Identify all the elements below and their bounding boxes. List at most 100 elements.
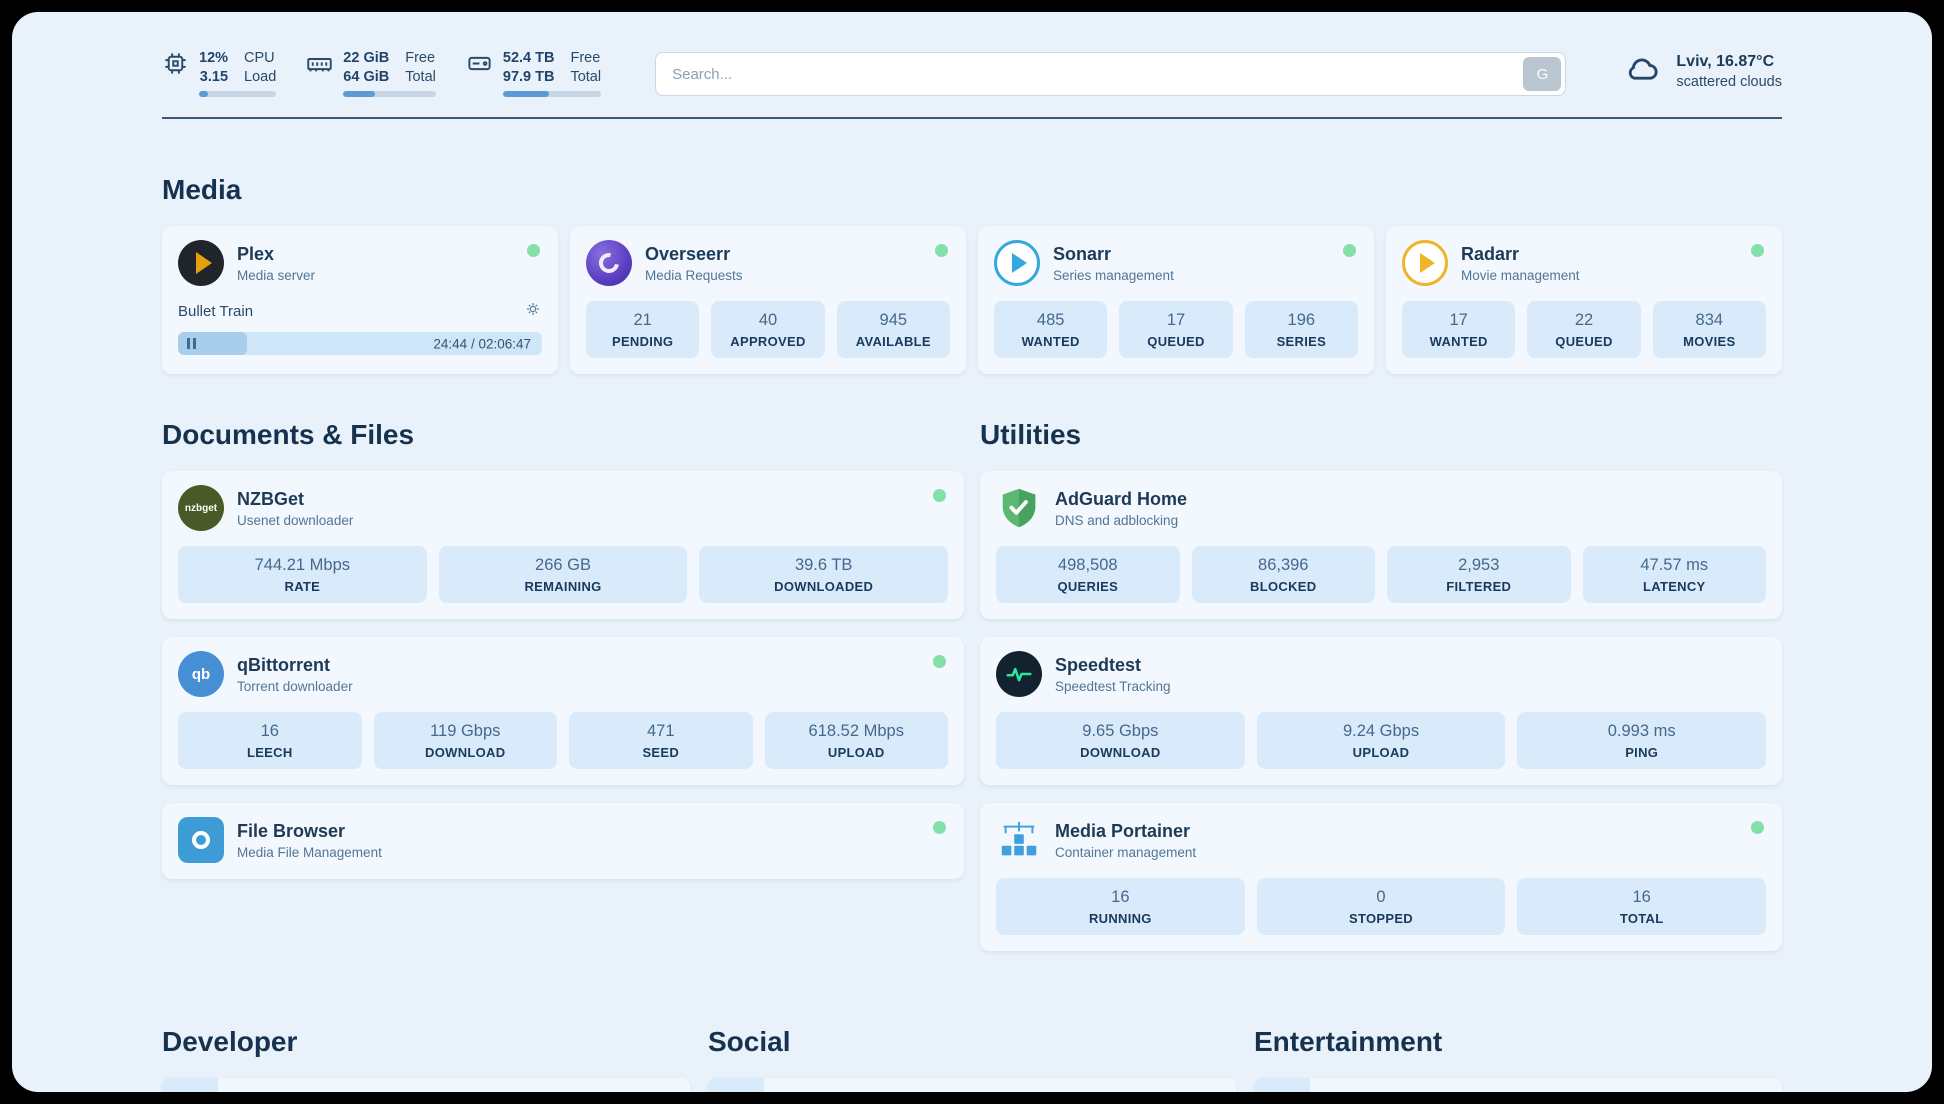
radarr-icon bbox=[1402, 240, 1448, 286]
stat-series: 196 SERIES bbox=[1244, 301, 1358, 358]
overseerr-link[interactable]: Overseerr Media Requests bbox=[586, 240, 950, 286]
qbittorrent-status-dot bbox=[933, 655, 946, 668]
speedtest-icon bbox=[996, 651, 1042, 697]
filebrowser-link[interactable]: File Browser Media File Management bbox=[178, 817, 948, 863]
stat-rate: 744.21 Mbps RATE bbox=[178, 546, 427, 603]
radarr-status-dot bbox=[1751, 244, 1764, 257]
qbittorrent-card: qb qBittorrent Torrent downloader 16 LEE… bbox=[162, 637, 964, 785]
overseerr-status-dot bbox=[935, 244, 948, 257]
portainer-name: Media Portainer bbox=[1055, 820, 1191, 841]
disk-widget: 52.4 TB 97.9 TB Free Total bbox=[466, 50, 602, 97]
nzbget-icon: nzbget bbox=[178, 485, 224, 531]
nzbget-name: NZBGet bbox=[237, 488, 304, 509]
overseerr-name: Overseerr bbox=[645, 243, 731, 264]
adguard-name: AdGuard Home bbox=[1055, 488, 1188, 509]
pause-icon bbox=[187, 338, 190, 349]
adguard-icon bbox=[996, 485, 1042, 531]
portainer-status-dot bbox=[1751, 821, 1764, 834]
section-media: Media Plex Media server Bullet Train bbox=[162, 174, 1782, 374]
bookmark-linkedin[interactable]: LI LinkedIn linkedin.com bbox=[708, 1078, 1236, 1092]
cpu-widget: 12% 3.15 CPU Load bbox=[162, 50, 277, 97]
speedtest-name: Speedtest bbox=[1055, 654, 1142, 675]
header-divider bbox=[162, 117, 1782, 119]
filebrowser-subtitle: Media File Management bbox=[237, 844, 382, 860]
stat-wanted: 17 WANTED bbox=[1402, 301, 1516, 358]
gear-icon[interactable] bbox=[524, 300, 542, 323]
cpu-label: CPU bbox=[244, 50, 275, 66]
media-section-title: Media bbox=[162, 174, 242, 205]
playback-time: 24:44 / 02:06:47 bbox=[433, 336, 531, 351]
plex-card: Plex Media server Bullet Train 24:44 / 0 bbox=[162, 226, 558, 374]
radarr-card: Radarr Movie management 17 WANTED 22 QUE… bbox=[1386, 226, 1782, 374]
stat-movies: 834 MOVIES bbox=[1652, 301, 1766, 358]
speedtest-subtitle: Speedtest Tracking bbox=[1055, 678, 1171, 694]
speedtest-link[interactable]: Speedtest Speedtest Tracking bbox=[996, 651, 1766, 697]
search-input[interactable] bbox=[655, 52, 1567, 96]
plex-icon bbox=[178, 240, 224, 286]
playback-progress-bar[interactable]: 24:44 / 02:06:47 bbox=[178, 332, 542, 355]
bookmark-url: youtube.com bbox=[1685, 1078, 1782, 1092]
stat-seed: 471 SEED bbox=[569, 712, 753, 769]
social-section-title: Social bbox=[708, 1026, 791, 1057]
adguard-link[interactable]: AdGuard Home DNS and adblocking bbox=[996, 485, 1766, 531]
utilities-section-title: Utilities bbox=[980, 419, 1082, 450]
qbittorrent-icon: qb bbox=[178, 651, 224, 697]
memory-icon bbox=[306, 50, 333, 82]
disk-icon bbox=[466, 50, 493, 82]
filebrowser-card: File Browser Media File Management bbox=[162, 803, 964, 879]
plex-name: Plex bbox=[237, 243, 275, 264]
adguard-subtitle: DNS and adblocking bbox=[1055, 512, 1179, 528]
sonarr-icon bbox=[994, 240, 1040, 286]
plex-status-dot bbox=[527, 244, 540, 257]
stat-download: 9.65 Gbps DOWNLOAD bbox=[996, 712, 1245, 769]
bookmark-abbr: GH bbox=[162, 1078, 218, 1092]
stat-approved: 40 APPROVED bbox=[711, 301, 825, 358]
sonarr-card: Sonarr Series management 485 WANTED 17 Q… bbox=[978, 226, 1374, 374]
weather-widget[interactable]: Lviv, 16.87°C scattered clouds bbox=[1620, 52, 1782, 91]
bookmark-url: linkedin.com bbox=[1141, 1078, 1236, 1092]
stat-queued: 22 QUEUED bbox=[1527, 301, 1641, 358]
bookmarks-entertainment: Entertainment YT YouTube youtube.com NF … bbox=[1254, 1026, 1782, 1092]
stat-ping: 0.993 ms PING bbox=[1517, 712, 1767, 769]
bookmark-name: LinkedIn bbox=[764, 1078, 1141, 1092]
filebrowser-icon bbox=[178, 817, 224, 863]
cpu-icon bbox=[162, 50, 189, 82]
sonarr-link[interactable]: Sonarr Series management bbox=[994, 240, 1358, 286]
playback-progress-fill bbox=[178, 332, 248, 355]
memory-free-label: Free bbox=[405, 50, 436, 66]
search-provider-button[interactable]: G bbox=[1523, 57, 1562, 91]
cpu-progress-fill bbox=[199, 91, 209, 97]
disk-free-label: Free bbox=[570, 50, 601, 66]
nzbget-link[interactable]: nzbget NZBGet Usenet downloader bbox=[178, 485, 948, 531]
adguard-card: AdGuard Home DNS and adblocking 498,508 … bbox=[980, 471, 1782, 619]
bookmark-youtube[interactable]: YT YouTube youtube.com bbox=[1254, 1078, 1782, 1092]
search: G bbox=[655, 52, 1567, 96]
qbittorrent-link[interactable]: qb qBittorrent Torrent downloader bbox=[178, 651, 948, 697]
nzbget-subtitle: Usenet downloader bbox=[237, 512, 354, 528]
memory-total-label: Total bbox=[405, 69, 436, 85]
bookmark-abbr: LI bbox=[708, 1078, 764, 1092]
stat-upload: 618.52 Mbps UPLOAD bbox=[764, 712, 948, 769]
stat-filtered: 2,953 FILTERED bbox=[1387, 546, 1571, 603]
qbittorrent-subtitle: Torrent downloader bbox=[237, 678, 353, 694]
stat-latency: 47.57 ms LATENCY bbox=[1582, 546, 1766, 603]
entertainment-section-title: Entertainment bbox=[1254, 1026, 1443, 1057]
stat-queued: 17 QUEUED bbox=[1119, 301, 1233, 358]
plex-link[interactable]: Plex Media server bbox=[178, 240, 542, 286]
nzbget-status-dot bbox=[933, 489, 946, 502]
bookmark-github[interactable]: GH Github github.com bbox=[162, 1078, 690, 1092]
sonarr-status-dot bbox=[1343, 244, 1356, 257]
stat-wanted: 485 WANTED bbox=[994, 301, 1108, 358]
bookmark-abbr: YT bbox=[1254, 1078, 1310, 1092]
portainer-link[interactable]: Media Portainer Container management bbox=[996, 817, 1766, 863]
overseerr-icon bbox=[586, 240, 632, 286]
bookmarks-social: Social LI LinkedIn linkedin.com TW Twitt… bbox=[708, 1026, 1236, 1092]
radarr-link[interactable]: Radarr Movie management bbox=[1402, 240, 1766, 286]
top-bar: 12% 3.15 CPU Load bbox=[162, 50, 1782, 97]
disk-total-value: 97.9 TB bbox=[502, 69, 555, 85]
bookmark-url: github.com bbox=[605, 1078, 690, 1092]
stat-pending: 21 PENDING bbox=[586, 301, 700, 358]
memory-widget: 22 GiB 64 GiB Free Total bbox=[306, 50, 436, 97]
stat-blocked: 86,396 BLOCKED bbox=[1191, 546, 1375, 603]
radarr-subtitle: Movie management bbox=[1461, 267, 1580, 283]
